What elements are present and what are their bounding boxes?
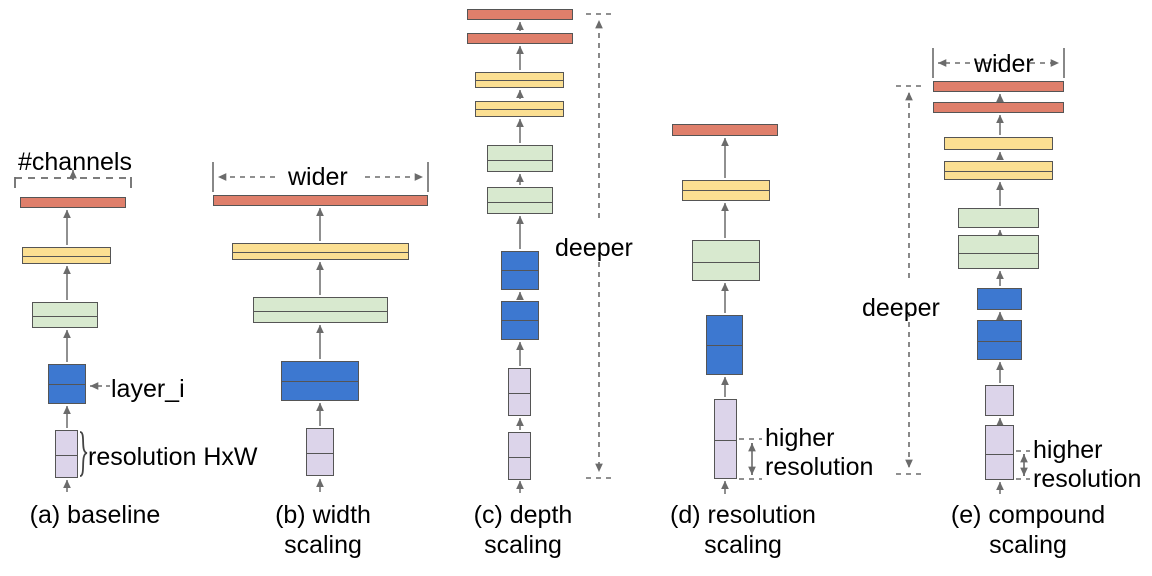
panel-d-block-green-1 (692, 240, 760, 281)
panel-c-block-purple-1 (508, 368, 531, 416)
layer-label: layer_i (111, 375, 185, 403)
panel-a-block-green-1 (32, 302, 98, 328)
block-divider (986, 454, 1013, 455)
panel-e-block-purple-1 (985, 385, 1014, 416)
higher-res-label-e: higher resolution (1033, 436, 1142, 493)
block-divider (959, 253, 1038, 254)
panel-b-block-blue-1 (281, 361, 359, 401)
channels-label: #channels (18, 148, 132, 176)
block-divider (707, 345, 742, 346)
resolution-brace (79, 431, 88, 477)
panel-a-block-blue-1 (48, 364, 86, 404)
panel-e-block-yellow-1 (944, 137, 1053, 150)
panel-c-block-green-2 (487, 187, 553, 214)
panel-e-block-green-2 (958, 235, 1039, 269)
block-divider (476, 109, 563, 110)
higher-res-label-d: higher resolution (765, 424, 874, 481)
block-divider (282, 381, 358, 382)
panel-e-block-blue-1 (977, 288, 1022, 310)
panel-e-block-blue-2 (977, 320, 1022, 360)
block-divider (56, 455, 77, 456)
panel-e-block-red-2 (933, 102, 1064, 113)
block-divider (502, 320, 538, 321)
panel-c-block-green-1 (487, 145, 553, 172)
block-divider (715, 440, 736, 441)
panel-e-caption: (e) compound scaling (950, 501, 1106, 559)
panel-a-block-yellow-1 (22, 247, 111, 264)
block-divider (23, 256, 110, 257)
panel-d-block-yellow-1 (682, 180, 770, 201)
block-divider (978, 341, 1021, 342)
wider-label-e: wider (974, 50, 1034, 78)
panel-c-block-blue-2 (501, 301, 539, 340)
higher-res-measure-d (739, 438, 762, 480)
panel-d-block-red-1 (672, 124, 778, 136)
panel-a-block-red-1 (20, 197, 126, 208)
panel-c-block-yellow-2 (475, 101, 564, 117)
panel-b-block-green-1 (253, 297, 388, 323)
block-divider (49, 384, 85, 385)
block-divider (307, 453, 333, 454)
block-divider (502, 270, 538, 271)
block-divider (488, 202, 552, 203)
deeper-label-c: deeper (555, 234, 633, 262)
panel-e-block-yellow-2 (944, 161, 1053, 180)
block-divider (683, 190, 769, 191)
deeper-measure-e (896, 85, 922, 475)
panel-d-block-purple-1 (714, 399, 737, 479)
higher-res-measure-e (1016, 450, 1030, 480)
resolution-label: resolution HxW (88, 443, 258, 471)
panel-d-block-blue-1 (706, 315, 743, 375)
panel-c-block-red-1 (467, 9, 573, 20)
panel-c-block-red-2 (467, 33, 573, 44)
channels-brace (14, 177, 132, 188)
wider-label-b: wider (288, 163, 348, 191)
panel-e-block-purple-2 (985, 425, 1014, 480)
block-divider (476, 80, 563, 81)
panel-e-block-green-1 (958, 208, 1039, 228)
block-divider (254, 311, 387, 312)
block-divider (693, 262, 759, 263)
panel-c-block-yellow-1 (475, 72, 564, 88)
panel-e-block-red-1 (933, 81, 1064, 92)
panel-c-caption: (c) depth scaling (473, 501, 573, 559)
block-divider (509, 457, 530, 458)
panel-c-block-purple-2 (508, 432, 531, 480)
block-divider (233, 252, 408, 253)
panel-c-block-blue-1 (501, 251, 539, 290)
panel-a-block-purple-1 (55, 430, 78, 478)
panel-a-caption: (a) baseline (29, 501, 161, 529)
block-divider (33, 316, 97, 317)
panel-b-caption: (b) width scaling (275, 501, 371, 559)
panel-b-block-red-1 (213, 195, 428, 206)
deeper-label-e: deeper (862, 294, 940, 322)
panel-b-block-purple-1 (306, 428, 334, 476)
panel-b-block-yellow-1 (232, 243, 409, 260)
block-divider (509, 393, 530, 394)
panel-d-caption: (d) resolution scaling (670, 501, 816, 559)
block-divider (488, 160, 552, 161)
block-divider (945, 171, 1052, 172)
